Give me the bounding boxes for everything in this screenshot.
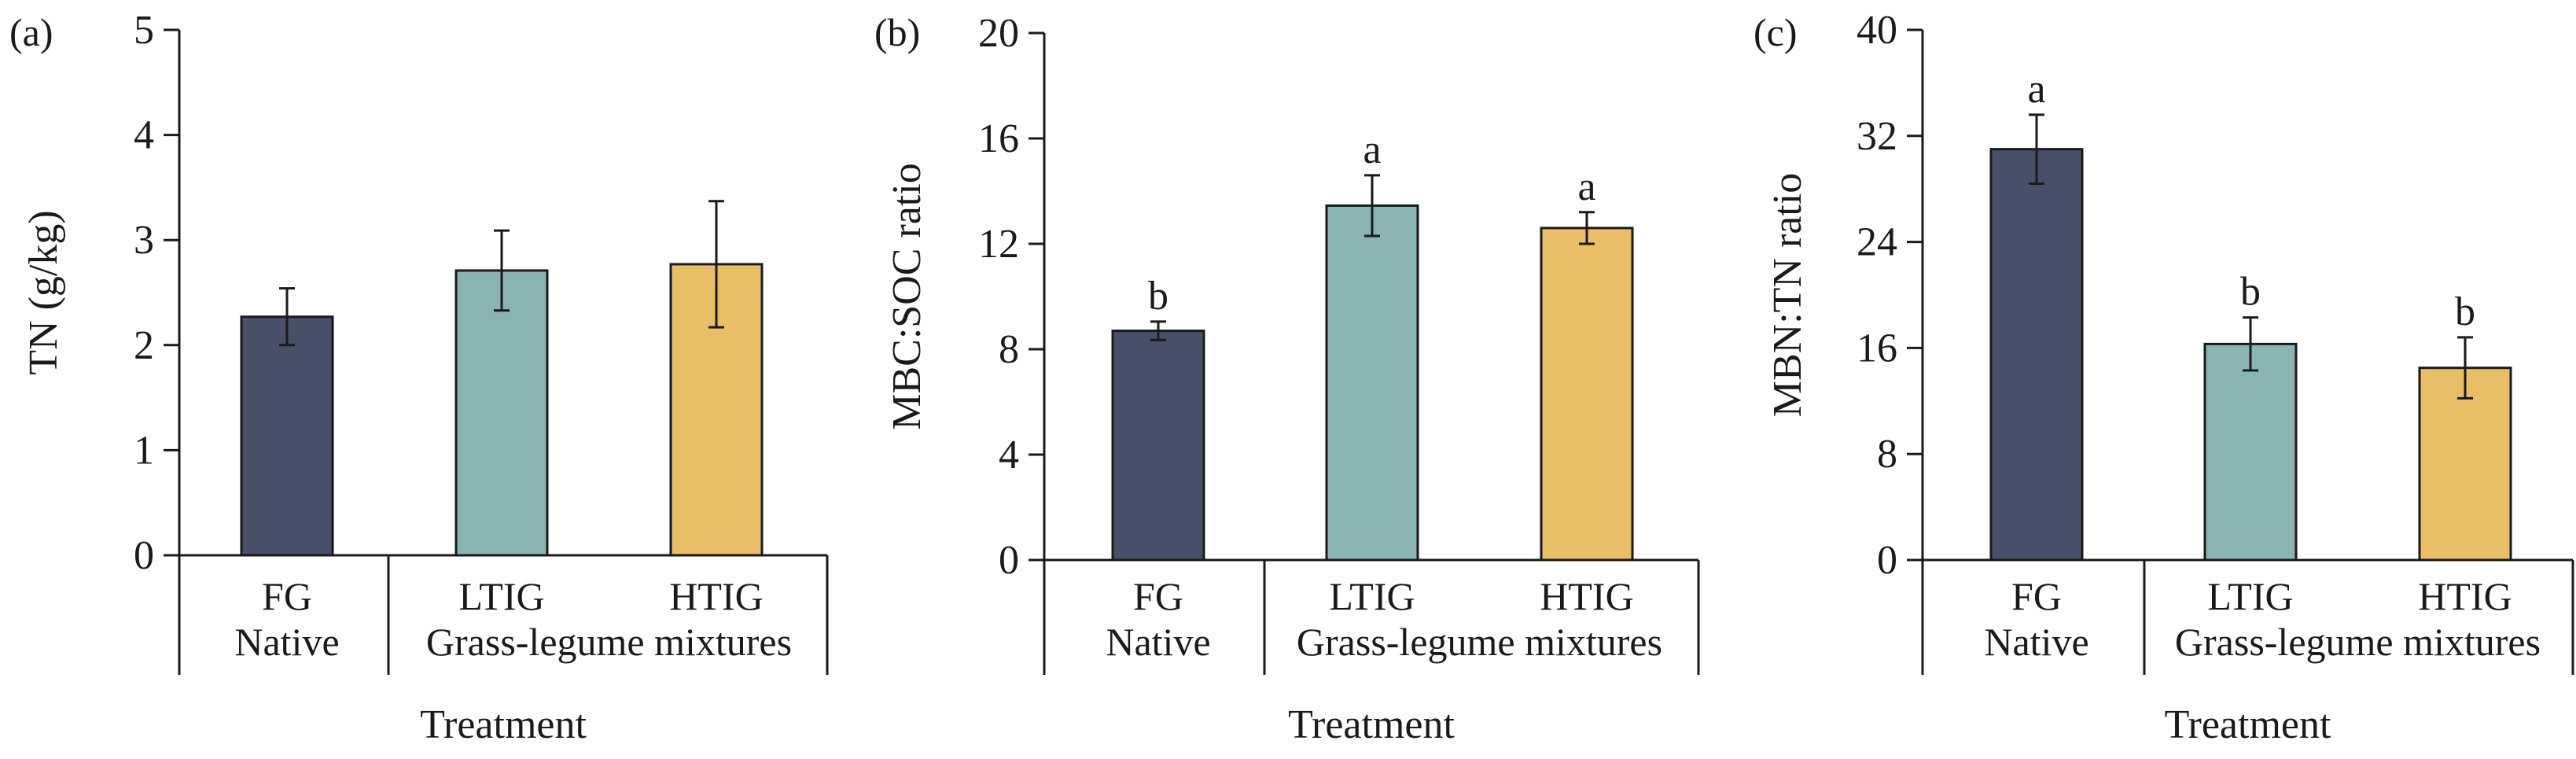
- bar-htig: [1540, 227, 1634, 562]
- bar-ltig: [1325, 204, 1419, 562]
- category-label: FG: [1133, 574, 1183, 618]
- panel-tag: (c): [1754, 10, 1798, 54]
- category-label: HTIG: [1540, 574, 1633, 618]
- group-label-native: Native: [234, 620, 339, 664]
- panel-tag: (a): [9, 10, 53, 54]
- y-axis-label: MBC:SOC ratio: [885, 163, 929, 430]
- category-label: HTIG: [2418, 574, 2512, 618]
- y-axis-label: MBN:TN ratio: [1765, 173, 1810, 418]
- y-tick-label: 0: [1877, 538, 1897, 583]
- y-tick-label: 12: [978, 222, 1019, 267]
- category-label: LTIG: [458, 574, 544, 618]
- y-tick-label: 16: [1857, 326, 1897, 370]
- significance-letter: a: [1363, 127, 1381, 172]
- bar-ltig: [2203, 342, 2298, 562]
- y-tick-label: 24: [1857, 220, 1897, 265]
- significance-letter: b: [2455, 289, 2475, 334]
- group-label-mixtures: Grass-legume mixtures: [1297, 620, 1662, 664]
- y-tick-label: 3: [134, 218, 154, 263]
- group-label-native: Native: [1106, 620, 1210, 664]
- y-tick-label: 8: [999, 327, 1019, 372]
- significance-letter: a: [2027, 67, 2045, 112]
- y-tick-label: 16: [978, 116, 1019, 161]
- bar-htig: [2418, 367, 2512, 562]
- group-label-mixtures: Grass-legume mixtures: [2175, 620, 2541, 664]
- category-label: LTIG: [1329, 574, 1415, 618]
- x-axis-label: Treatment: [2165, 702, 2331, 747]
- category-label: HTIG: [669, 574, 763, 618]
- y-tick-label: 32: [1857, 114, 1897, 159]
- x-axis-label: Treatment: [420, 702, 587, 747]
- panel-c: (c) 0 8 16 24 32 40 MBN:TN ratio a FG b LTIG b HTIG Na…: [1754, 8, 2574, 747]
- y-tick-label: 4: [999, 433, 1019, 477]
- category-label: LTIG: [2207, 574, 2293, 618]
- y-tick-label: 8: [1877, 432, 1897, 477]
- bar-fg: [1111, 330, 1205, 562]
- panel-b: (b) 0 4 8 12 16 20 MBC:SOC ratio b FG a LTIG a HTIG Na…: [874, 10, 1700, 747]
- y-tick-label: 4: [134, 113, 154, 158]
- panel-tag: (b): [874, 10, 920, 54]
- bar-ltig: [454, 269, 549, 557]
- significance-letter: a: [1577, 164, 1595, 209]
- category-label: FG: [2011, 574, 2062, 618]
- y-tick-label: 1: [134, 428, 154, 473]
- panel-a: (a) 0 1 2 3 4 5 TN (g/kg) FG LTIG HTIG Native Grass-…: [9, 8, 829, 747]
- y-tick-label: 20: [978, 11, 1019, 56]
- bar-fg: [1989, 148, 2084, 562]
- y-tick-label: 5: [134, 8, 154, 53]
- y-tick-label: 40: [1857, 8, 1897, 53]
- y-tick-label: 2: [134, 323, 154, 368]
- significance-letter: b: [1148, 274, 1168, 319]
- significance-letter: b: [2240, 270, 2261, 315]
- y-tick-label: 0: [999, 538, 1019, 583]
- group-label-native: Native: [1984, 620, 2088, 664]
- bar-fg: [240, 315, 334, 557]
- y-tick-label: 0: [134, 533, 154, 578]
- y-axis-label: TN (g/kg): [21, 210, 66, 374]
- category-label: FG: [262, 574, 312, 618]
- group-label-mixtures: Grass-legume mixtures: [426, 620, 792, 664]
- x-axis-label: Treatment: [1288, 702, 1455, 747]
